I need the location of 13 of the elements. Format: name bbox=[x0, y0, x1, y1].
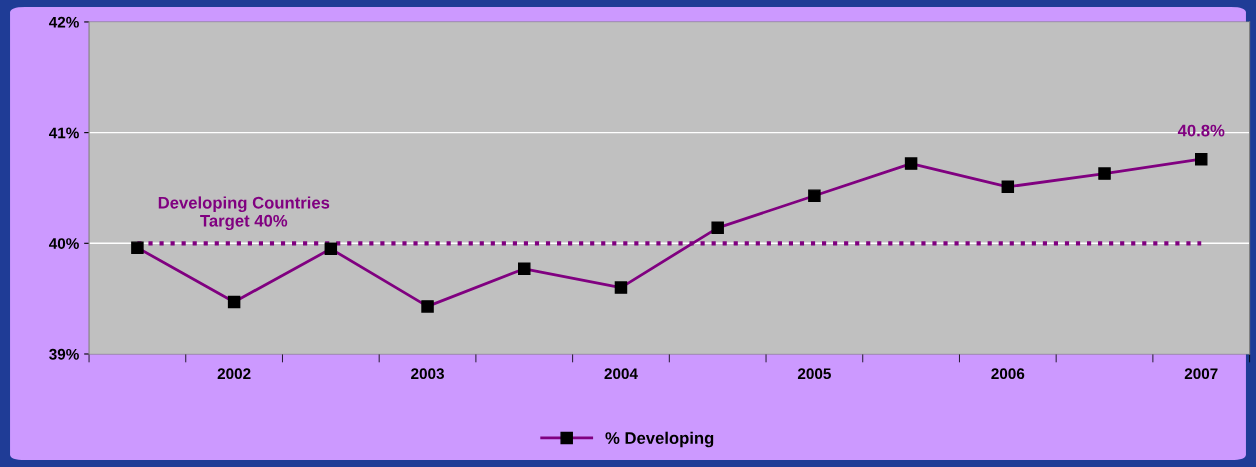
data-label: 40.8% bbox=[1177, 124, 1225, 137]
ref-line-label: Developing Countries Target 40% bbox=[158, 196, 330, 231]
x-tick-label: 2007 bbox=[1184, 368, 1218, 380]
y-tick-label: 39% bbox=[49, 348, 79, 360]
y-tick-label: 40% bbox=[48, 238, 79, 249]
x-tick-label: 2002 bbox=[217, 368, 251, 380]
x-tick-label: 2006 bbox=[991, 368, 1025, 380]
x-tick-label: 2004 bbox=[604, 368, 638, 380]
legend-label: % Developing bbox=[605, 431, 714, 448]
y-tick-label: 41% bbox=[48, 127, 79, 139]
x-tick-label: 2005 bbox=[797, 368, 831, 380]
y-tick-label: 42% bbox=[48, 16, 79, 28]
x-tick-label: 2003 bbox=[411, 368, 444, 380]
